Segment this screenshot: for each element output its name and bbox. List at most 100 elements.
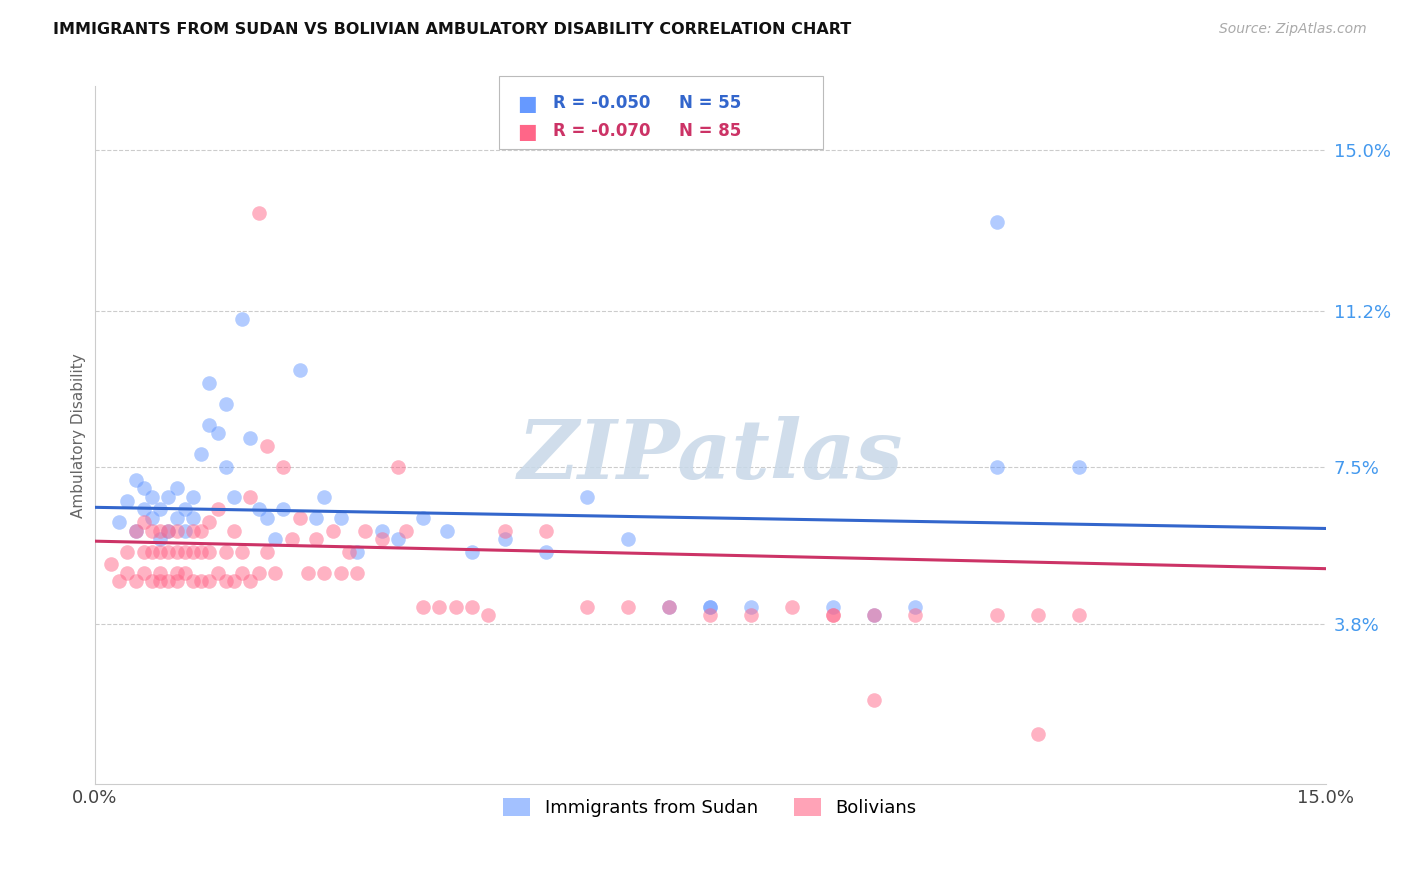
Point <box>461 545 484 559</box>
Point <box>247 206 270 220</box>
Point <box>132 545 155 559</box>
Point <box>280 532 302 546</box>
Point <box>157 490 180 504</box>
Point <box>371 532 394 546</box>
Point <box>117 545 139 559</box>
Point <box>346 566 368 580</box>
Point <box>477 608 499 623</box>
Point <box>173 545 195 559</box>
Point <box>157 524 180 538</box>
Text: ZIPatlas: ZIPatlas <box>517 417 903 496</box>
Point <box>222 490 245 504</box>
Point <box>222 524 245 538</box>
Point <box>198 574 221 589</box>
Point <box>780 599 803 614</box>
Point <box>288 511 311 525</box>
Point <box>354 524 377 538</box>
Point <box>166 524 188 538</box>
Point <box>124 524 146 538</box>
Point <box>412 599 434 614</box>
Point <box>534 524 557 538</box>
Point <box>190 574 212 589</box>
Point <box>108 574 131 589</box>
Point <box>863 608 886 623</box>
Point <box>100 558 122 572</box>
Point <box>231 566 253 580</box>
Point <box>149 545 172 559</box>
Point <box>141 511 163 525</box>
Point <box>190 524 212 538</box>
Point <box>256 545 278 559</box>
Point <box>264 566 287 580</box>
Point <box>658 599 681 614</box>
Point <box>247 502 270 516</box>
Point <box>494 524 516 538</box>
Point <box>863 608 886 623</box>
Point <box>427 599 450 614</box>
Text: Source: ZipAtlas.com: Source: ZipAtlas.com <box>1219 22 1367 37</box>
Point <box>166 566 188 580</box>
Point <box>198 515 221 529</box>
Point <box>986 608 1008 623</box>
Point <box>173 502 195 516</box>
Point <box>699 608 721 623</box>
Point <box>617 599 640 614</box>
Y-axis label: Ambulatory Disability: Ambulatory Disability <box>72 353 86 517</box>
Point <box>181 574 204 589</box>
Text: ■: ■ <box>517 94 537 113</box>
Point <box>1069 460 1091 475</box>
Point <box>181 545 204 559</box>
Point <box>181 524 204 538</box>
Point <box>124 574 146 589</box>
Point <box>132 566 155 580</box>
Point <box>256 511 278 525</box>
Text: N = 55: N = 55 <box>679 94 741 112</box>
Point <box>699 599 721 614</box>
Point <box>1069 608 1091 623</box>
Point <box>461 599 484 614</box>
Point <box>329 511 352 525</box>
Point <box>575 599 598 614</box>
Point <box>149 524 172 538</box>
Point <box>149 574 172 589</box>
Point <box>173 524 195 538</box>
Point <box>494 532 516 546</box>
Point <box>823 608 845 623</box>
Point <box>166 511 188 525</box>
Point <box>575 490 598 504</box>
Point <box>132 502 155 516</box>
Point <box>124 473 146 487</box>
Point <box>190 447 212 461</box>
Point <box>658 599 681 614</box>
Point <box>166 574 188 589</box>
Point <box>149 502 172 516</box>
Text: IMMIGRANTS FROM SUDAN VS BOLIVIAN AMBULATORY DISABILITY CORRELATION CHART: IMMIGRANTS FROM SUDAN VS BOLIVIAN AMBULA… <box>53 22 852 37</box>
Point <box>132 515 155 529</box>
Point <box>215 460 238 475</box>
Point <box>256 439 278 453</box>
Point <box>117 494 139 508</box>
Point <box>823 599 845 614</box>
Point <box>986 460 1008 475</box>
Point <box>904 608 927 623</box>
Point <box>198 545 221 559</box>
Point <box>314 490 336 504</box>
Point <box>387 460 409 475</box>
Point <box>141 574 163 589</box>
Point <box>264 532 287 546</box>
Point <box>1026 726 1049 740</box>
Point <box>108 515 131 529</box>
Text: N = 85: N = 85 <box>679 122 741 140</box>
Point <box>273 502 295 516</box>
Point <box>247 566 270 580</box>
Point <box>207 566 229 580</box>
Point <box>157 545 180 559</box>
Point <box>141 545 163 559</box>
Point <box>117 566 139 580</box>
Point <box>215 574 238 589</box>
Point <box>329 566 352 580</box>
Point <box>141 490 163 504</box>
Point <box>314 566 336 580</box>
Point <box>190 545 212 559</box>
Point <box>436 524 458 538</box>
